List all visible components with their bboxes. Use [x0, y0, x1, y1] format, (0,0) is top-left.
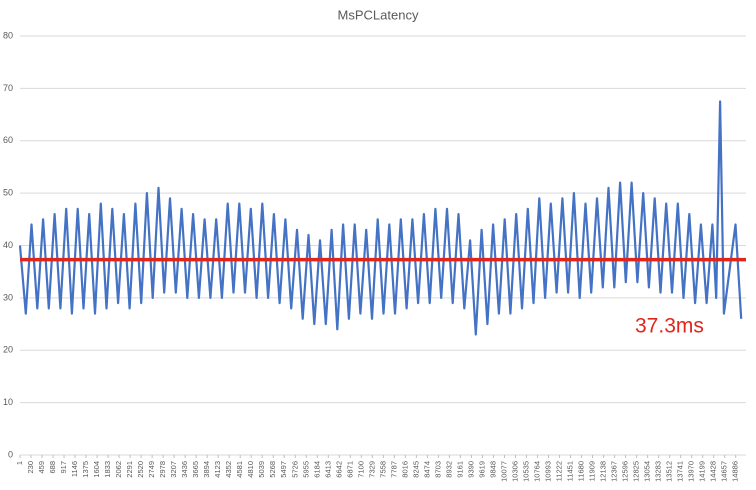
x-tick-label: 11680	[577, 461, 586, 481]
x-tick-label: 6871	[345, 461, 354, 478]
x-tick-label: 917	[59, 461, 68, 474]
x-tick-label: 8245	[411, 461, 420, 478]
x-tick-label: 11222	[555, 461, 564, 481]
x-tick-label: 8932	[444, 461, 453, 478]
x-tick-label: 11451	[566, 461, 575, 481]
reference-label: 37.3ms	[635, 315, 704, 338]
x-tick-label: 2978	[158, 461, 167, 478]
x-tick-label: 13283	[654, 461, 663, 482]
x-tick-label: 12367	[610, 461, 619, 482]
x-tick-label: 3207	[169, 461, 178, 478]
x-tick-label: 1375	[81, 461, 90, 478]
x-tick-label: 7787	[389, 461, 398, 478]
x-tick-label: 4581	[235, 461, 244, 478]
x-tick-label: 13970	[687, 461, 696, 482]
x-tick-label: 1	[15, 461, 24, 465]
y-tick-label: 50	[3, 188, 13, 198]
x-tick-label: 5039	[257, 461, 266, 478]
x-tick-label: 1604	[92, 461, 101, 478]
x-tick-label: 459	[37, 461, 46, 474]
x-tick-label: 13054	[643, 461, 652, 482]
x-tick-label: 7329	[367, 461, 376, 478]
x-tick-label: 14886	[731, 461, 740, 482]
x-tick-label: 10077	[499, 461, 508, 482]
x-tick-label: 13741	[676, 461, 685, 482]
x-tick-label: 3436	[180, 461, 189, 478]
x-tick-label: 8016	[400, 461, 409, 478]
y-tick-label: 70	[3, 83, 13, 93]
chart-title: MsPCLatency	[338, 7, 419, 22]
x-tick-label: 3665	[191, 461, 200, 478]
x-tick-label: 6413	[323, 461, 332, 478]
x-tick-label: 4810	[246, 461, 255, 478]
x-tick-label: 688	[48, 461, 57, 474]
x-tick-label: 7100	[356, 461, 365, 478]
x-tick-label: 14428	[709, 461, 718, 482]
x-tick-label: 4123	[213, 461, 222, 478]
y-tick-label: 20	[3, 345, 13, 355]
x-tick-label: 230	[26, 461, 35, 474]
x-tick-label: 2749	[147, 461, 156, 478]
x-tick-label: 10764	[532, 461, 541, 482]
y-tick-label: 0	[8, 449, 13, 459]
x-tick-label: 12825	[632, 461, 641, 482]
x-tick-label: 12138	[599, 461, 608, 482]
x-tick-label: 5497	[279, 461, 288, 478]
x-tick-label: 5268	[268, 461, 277, 478]
x-tick-label: 9619	[477, 461, 486, 478]
x-tick-label: 9848	[488, 461, 497, 478]
y-tick-label: 40	[3, 240, 13, 250]
x-tick-label: 9390	[466, 461, 475, 478]
x-tick-label: 2520	[136, 461, 145, 478]
x-tick-label: 13512	[665, 461, 674, 482]
x-tick-label: 10993	[544, 461, 553, 482]
y-tick-label: 10	[3, 397, 13, 407]
x-tick-label: 6184	[312, 461, 321, 478]
y-tick-label: 80	[3, 30, 13, 40]
data-line	[18, 100, 743, 336]
x-tick-label: 7558	[378, 461, 387, 478]
x-tick-label: 1146	[70, 461, 79, 477]
x-tick-label: 14199	[698, 461, 707, 482]
x-tick-label: 11909	[588, 461, 597, 481]
y-tick-label: 30	[3, 292, 13, 302]
x-tick-label: 9161	[455, 461, 464, 478]
x-tick-label: 12596	[621, 461, 630, 482]
x-tick-label: 6642	[334, 461, 343, 478]
x-tick-label: 3894	[202, 461, 211, 478]
y-tick-label: 60	[3, 135, 13, 145]
x-tick-label: 5726	[290, 461, 299, 478]
x-tick-label: 2291	[125, 461, 134, 478]
x-tick-label: 10306	[510, 461, 519, 482]
x-tick-label: 1833	[103, 461, 112, 478]
x-tick-label: 5955	[301, 461, 310, 478]
x-tick-label: 8474	[422, 461, 431, 478]
x-tick-label: 10535	[521, 461, 530, 482]
x-tick-label: 14657	[720, 461, 729, 482]
x-tick-label: 2062	[114, 461, 123, 478]
x-tick-label: 8703	[433, 461, 442, 478]
x-tick-label: 4352	[224, 461, 233, 478]
